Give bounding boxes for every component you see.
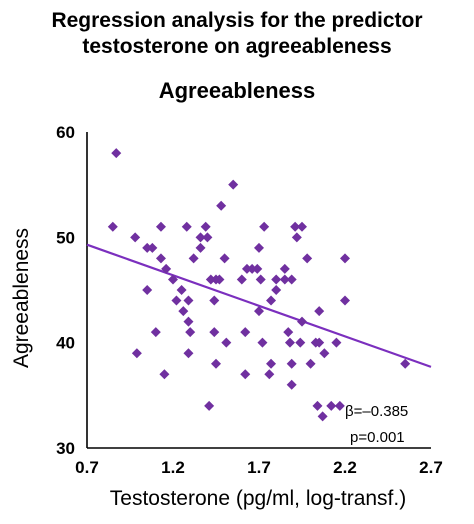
data-point (284, 337, 295, 348)
figure-title-line-1: Regression analysis for the predictor (51, 9, 423, 32)
data-point (319, 348, 330, 359)
data-point (176, 285, 187, 295)
data-point (228, 179, 239, 190)
data-point (216, 200, 227, 211)
data-point (297, 316, 307, 327)
data-point (334, 400, 345, 411)
data-point (209, 295, 220, 306)
data-point (290, 221, 301, 232)
data-point (302, 253, 313, 264)
data-point (317, 411, 328, 422)
data-point (326, 400, 337, 411)
data-point (209, 327, 220, 338)
data-point (183, 316, 194, 327)
data-point (205, 274, 216, 285)
data-point (219, 253, 230, 264)
data-point (264, 369, 275, 380)
data-point (214, 274, 225, 285)
x-tick-label: 2.2 (333, 458, 357, 477)
y-tick-label: 40 (56, 334, 75, 353)
data-point (195, 232, 206, 243)
data-point (200, 221, 211, 232)
data-point (257, 337, 268, 348)
regression-line-group (86, 243, 432, 368)
data-point (155, 253, 166, 264)
data-point (171, 295, 182, 306)
data-point (236, 274, 247, 285)
x-tick-label: 2.7 (419, 458, 443, 477)
data-point (111, 148, 122, 159)
data-point (240, 327, 251, 338)
x-tick-label: 0.7 (75, 458, 99, 477)
data-point (314, 306, 325, 317)
data-point (130, 232, 141, 243)
data-point (254, 242, 264, 253)
data-point (266, 358, 277, 369)
data-points (107, 148, 411, 422)
data-point (178, 306, 189, 317)
data-point (255, 274, 266, 285)
data-point (147, 242, 158, 253)
data-point (252, 263, 263, 274)
data-point (286, 274, 297, 285)
data-point (183, 348, 194, 359)
data-point (142, 285, 153, 295)
data-point (286, 358, 297, 369)
axis-labels: 0.7 1.2 1.7 2.2 2.7 30 40 50 60 (56, 123, 443, 477)
y-tick-label: 50 (56, 228, 75, 247)
axes (86, 132, 431, 449)
data-point (331, 337, 342, 348)
data-point (305, 358, 316, 369)
data-point (340, 295, 350, 306)
data-point (240, 369, 251, 380)
x-tick-label: 1.7 (247, 458, 271, 477)
data-point (295, 337, 306, 348)
data-point (211, 358, 221, 369)
data-point (159, 369, 170, 380)
x-tick-label: 1.2 (161, 458, 185, 477)
data-point (279, 263, 290, 274)
beta-annotation: β=–0.385 (345, 403, 408, 420)
data-point (185, 327, 196, 338)
y-axis-title: Agreeableness (10, 228, 33, 368)
data-point (131, 348, 142, 359)
data-point (400, 358, 411, 369)
data-point (312, 400, 323, 411)
data-point (254, 306, 264, 317)
regression-line (86, 243, 432, 368)
data-point (181, 221, 192, 232)
y-tick-label: 30 (56, 439, 75, 458)
data-point (202, 232, 213, 243)
data-point (161, 263, 172, 274)
data-point (204, 400, 215, 411)
data-point (150, 327, 161, 338)
data-point (188, 253, 199, 264)
figure-title-line-2: testosterone on agreeableness (82, 35, 392, 58)
p-value-annotation: p=0.001 (350, 429, 405, 446)
x-axis-title: Testosterone (pg/ml, log-transf.) (110, 487, 406, 510)
data-point (291, 232, 302, 243)
data-point (271, 285, 282, 295)
data-point (279, 274, 290, 285)
y-tick-label: 60 (56, 123, 75, 142)
data-point (297, 221, 307, 232)
data-point (195, 242, 206, 253)
data-point (266, 295, 277, 306)
data-point (221, 337, 232, 348)
chart-title: Agreeableness (158, 78, 316, 103)
data-point (142, 242, 153, 253)
data-point (155, 221, 166, 232)
data-point (241, 263, 252, 274)
data-point (340, 253, 350, 264)
data-point (107, 221, 118, 232)
data-point (271, 274, 282, 285)
data-point (168, 274, 178, 285)
data-point (286, 379, 297, 390)
data-point (283, 327, 294, 338)
data-point (247, 263, 258, 274)
data-point (183, 295, 194, 306)
data-point (314, 337, 325, 348)
data-point (259, 221, 270, 232)
